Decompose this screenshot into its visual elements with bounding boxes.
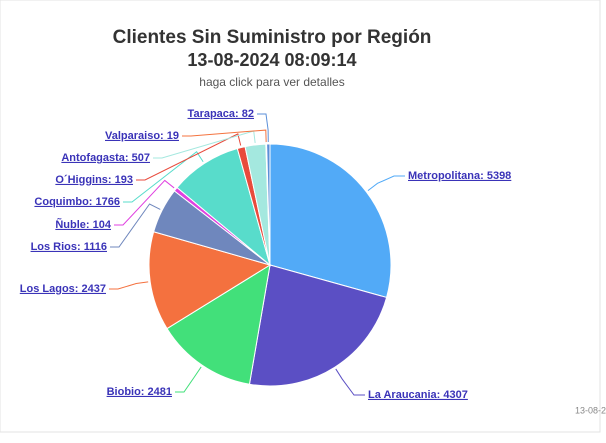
chart-title: Clientes Sin Suministro por Región bbox=[113, 27, 432, 48]
leader-line bbox=[109, 281, 149, 290]
data-label[interactable]: Los Rios: 1116 bbox=[31, 241, 107, 253]
data-label[interactable]: Los Lagos: 2437 bbox=[20, 283, 106, 295]
leader-line bbox=[257, 113, 269, 143]
chart-credit: 13-08-2 bbox=[575, 405, 606, 415]
pie-slice[interactable] bbox=[248, 264, 388, 387]
data-label[interactable]: O´Higgins: 193 bbox=[55, 174, 133, 186]
leader-line bbox=[153, 130, 256, 159]
data-label[interactable]: Metropolitana: 5398 bbox=[408, 170, 511, 182]
leader-line bbox=[182, 129, 267, 143]
leader-line bbox=[123, 150, 204, 203]
pie-slice[interactable] bbox=[148, 231, 272, 330]
data-label[interactable]: Coquimbo: 1766 bbox=[34, 196, 120, 208]
leader-line bbox=[335, 368, 365, 396]
chart-subtitle: 13-08-2024 08:09:14 bbox=[187, 50, 356, 70]
chart-caption: haga click para ver detalles bbox=[199, 75, 344, 89]
pie-slice[interactable] bbox=[166, 263, 271, 385]
data-label[interactable]: La Araucania: 4307 bbox=[368, 389, 468, 401]
leader-line bbox=[110, 203, 161, 248]
pie-slice[interactable] bbox=[269, 143, 392, 299]
data-label[interactable]: Valparaiso: 19 bbox=[105, 130, 179, 142]
data-label[interactable]: Biobio: 2481 bbox=[107, 386, 172, 398]
leader-line bbox=[114, 179, 175, 226]
leader-line bbox=[367, 175, 405, 191]
data-label[interactable]: Ñuble: 104 bbox=[55, 218, 112, 231]
pie-slice[interactable] bbox=[266, 143, 271, 266]
data-label[interactable]: Antofagasta: 507 bbox=[61, 152, 150, 164]
leader-line bbox=[175, 366, 202, 393]
leader-line bbox=[136, 133, 242, 181]
data-label[interactable]: Tarapaca: 82 bbox=[188, 108, 254, 120]
